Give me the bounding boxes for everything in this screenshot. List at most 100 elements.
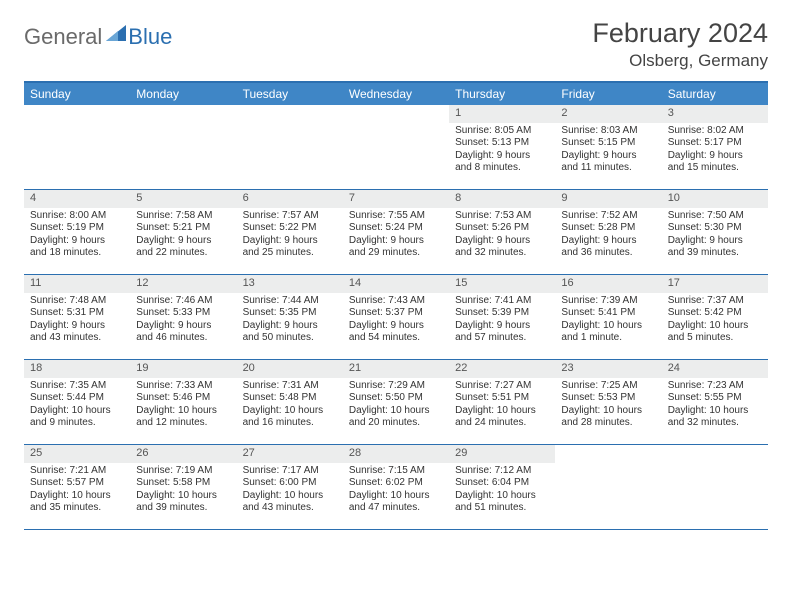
- sunrise-text: Sunrise: 7:37 AM: [668, 295, 762, 308]
- day-cell: 9Sunrise: 7:52 AMSunset: 5:28 PMDaylight…: [555, 190, 661, 274]
- sunset-text: Sunset: 5:37 PM: [349, 307, 443, 320]
- day-number: 27: [237, 445, 343, 463]
- daylight-text: Daylight: 9 hours and 18 minutes.: [30, 235, 124, 260]
- daylight-text: Daylight: 10 hours and 32 minutes.: [668, 405, 762, 430]
- sunset-text: Sunset: 5:33 PM: [136, 307, 230, 320]
- day-content: [662, 449, 768, 455]
- sunrise-text: Sunrise: 7:33 AM: [136, 380, 230, 393]
- daylight-text: Daylight: 10 hours and 16 minutes.: [243, 405, 337, 430]
- sunset-text: Sunset: 5:41 PM: [561, 307, 655, 320]
- sunrise-text: Sunrise: 7:48 AM: [30, 295, 124, 308]
- day-number: 28: [343, 445, 449, 463]
- day-content: Sunrise: 7:41 AMSunset: 5:39 PMDaylight:…: [449, 293, 555, 349]
- sunset-text: Sunset: 5:22 PM: [243, 222, 337, 235]
- daylight-text: Daylight: 9 hours and 25 minutes.: [243, 235, 337, 260]
- day-cell: 11Sunrise: 7:48 AMSunset: 5:31 PMDayligh…: [24, 275, 130, 359]
- day-content: [555, 449, 661, 455]
- day-content: Sunrise: 7:23 AMSunset: 5:55 PMDaylight:…: [662, 378, 768, 434]
- day-number: 4: [24, 190, 130, 208]
- week-row: 1Sunrise: 8:05 AMSunset: 5:13 PMDaylight…: [24, 105, 768, 190]
- sunset-text: Sunset: 5:19 PM: [30, 222, 124, 235]
- day-cell: 8Sunrise: 7:53 AMSunset: 5:26 PMDaylight…: [449, 190, 555, 274]
- sunset-text: Sunset: 5:17 PM: [668, 137, 762, 150]
- day-number: 7: [343, 190, 449, 208]
- day-cell: 27Sunrise: 7:17 AMSunset: 6:00 PMDayligh…: [237, 445, 343, 529]
- daylight-text: Daylight: 10 hours and 12 minutes.: [136, 405, 230, 430]
- daylight-text: Daylight: 9 hours and 15 minutes.: [668, 150, 762, 175]
- daylight-text: Daylight: 10 hours and 1 minute.: [561, 320, 655, 345]
- day-content: Sunrise: 7:48 AMSunset: 5:31 PMDaylight:…: [24, 293, 130, 349]
- daylight-text: Daylight: 9 hours and 43 minutes.: [30, 320, 124, 345]
- day-number: 6: [237, 190, 343, 208]
- sunset-text: Sunset: 5:55 PM: [668, 392, 762, 405]
- day-content: Sunrise: 7:43 AMSunset: 5:37 PMDaylight:…: [343, 293, 449, 349]
- sunrise-text: Sunrise: 7:12 AM: [455, 465, 549, 478]
- day-content: Sunrise: 7:46 AMSunset: 5:33 PMDaylight:…: [130, 293, 236, 349]
- day-content: Sunrise: 7:55 AMSunset: 5:24 PMDaylight:…: [343, 208, 449, 264]
- brand-part2: Blue: [128, 24, 172, 50]
- week-row: 18Sunrise: 7:35 AMSunset: 5:44 PMDayligh…: [24, 360, 768, 445]
- day-number: 24: [662, 360, 768, 378]
- daylight-text: Daylight: 10 hours and 28 minutes.: [561, 405, 655, 430]
- week-row: 4Sunrise: 8:00 AMSunset: 5:19 PMDaylight…: [24, 190, 768, 275]
- sunrise-text: Sunrise: 7:52 AM: [561, 210, 655, 223]
- sunrise-text: Sunrise: 7:57 AM: [243, 210, 337, 223]
- day-content: Sunrise: 7:21 AMSunset: 5:57 PMDaylight:…: [24, 463, 130, 519]
- day-content: Sunrise: 7:39 AMSunset: 5:41 PMDaylight:…: [555, 293, 661, 349]
- sunrise-text: Sunrise: 7:35 AM: [30, 380, 124, 393]
- day-cell: 5Sunrise: 7:58 AMSunset: 5:21 PMDaylight…: [130, 190, 236, 274]
- day-number: 5: [130, 190, 236, 208]
- sunset-text: Sunset: 6:02 PM: [349, 477, 443, 490]
- daylight-text: Daylight: 9 hours and 22 minutes.: [136, 235, 230, 260]
- sunset-text: Sunset: 5:35 PM: [243, 307, 337, 320]
- day-cell: [662, 445, 768, 529]
- sunrise-text: Sunrise: 7:41 AM: [455, 295, 549, 308]
- day-cell: 29Sunrise: 7:12 AMSunset: 6:04 PMDayligh…: [449, 445, 555, 529]
- sunrise-text: Sunrise: 7:44 AM: [243, 295, 337, 308]
- day-content: Sunrise: 7:37 AMSunset: 5:42 PMDaylight:…: [662, 293, 768, 349]
- day-cell: 19Sunrise: 7:33 AMSunset: 5:46 PMDayligh…: [130, 360, 236, 444]
- day-content: Sunrise: 7:25 AMSunset: 5:53 PMDaylight:…: [555, 378, 661, 434]
- day-content: Sunrise: 7:19 AMSunset: 5:58 PMDaylight:…: [130, 463, 236, 519]
- day-cell: 26Sunrise: 7:19 AMSunset: 5:58 PMDayligh…: [130, 445, 236, 529]
- day-content: Sunrise: 7:31 AMSunset: 5:48 PMDaylight:…: [237, 378, 343, 434]
- sunrise-text: Sunrise: 7:23 AM: [668, 380, 762, 393]
- day-content: Sunrise: 7:27 AMSunset: 5:51 PMDaylight:…: [449, 378, 555, 434]
- daylight-text: Daylight: 9 hours and 39 minutes.: [668, 235, 762, 260]
- sunset-text: Sunset: 5:21 PM: [136, 222, 230, 235]
- daylight-text: Daylight: 10 hours and 5 minutes.: [668, 320, 762, 345]
- sunrise-text: Sunrise: 8:02 AM: [668, 125, 762, 138]
- day-number: 17: [662, 275, 768, 293]
- day-cell: [237, 105, 343, 189]
- day-cell: 20Sunrise: 7:31 AMSunset: 5:48 PMDayligh…: [237, 360, 343, 444]
- sunrise-text: Sunrise: 7:55 AM: [349, 210, 443, 223]
- daylight-text: Daylight: 10 hours and 20 minutes.: [349, 405, 443, 430]
- sunset-text: Sunset: 5:51 PM: [455, 392, 549, 405]
- day-cell: [555, 445, 661, 529]
- day-cell: [130, 105, 236, 189]
- day-cell: 3Sunrise: 8:02 AMSunset: 5:17 PMDaylight…: [662, 105, 768, 189]
- day-cell: 15Sunrise: 7:41 AMSunset: 5:39 PMDayligh…: [449, 275, 555, 359]
- sunrise-text: Sunrise: 7:50 AM: [668, 210, 762, 223]
- dow-cell: Monday: [130, 83, 236, 105]
- sunrise-text: Sunrise: 7:29 AM: [349, 380, 443, 393]
- day-content: Sunrise: 7:50 AMSunset: 5:30 PMDaylight:…: [662, 208, 768, 264]
- sunset-text: Sunset: 5:48 PM: [243, 392, 337, 405]
- sunset-text: Sunset: 6:00 PM: [243, 477, 337, 490]
- dow-cell: Tuesday: [237, 83, 343, 105]
- daylight-text: Daylight: 9 hours and 29 minutes.: [349, 235, 443, 260]
- day-number: 22: [449, 360, 555, 378]
- sunrise-text: Sunrise: 7:31 AM: [243, 380, 337, 393]
- day-cell: 7Sunrise: 7:55 AMSunset: 5:24 PMDaylight…: [343, 190, 449, 274]
- daylight-text: Daylight: 10 hours and 35 minutes.: [30, 490, 124, 515]
- week-row: 11Sunrise: 7:48 AMSunset: 5:31 PMDayligh…: [24, 275, 768, 360]
- sunrise-text: Sunrise: 8:05 AM: [455, 125, 549, 138]
- day-number: 9: [555, 190, 661, 208]
- weeks-container: 1Sunrise: 8:05 AMSunset: 5:13 PMDaylight…: [24, 105, 768, 530]
- day-number: 11: [24, 275, 130, 293]
- day-content: Sunrise: 7:53 AMSunset: 5:26 PMDaylight:…: [449, 208, 555, 264]
- day-content: Sunrise: 7:58 AMSunset: 5:21 PMDaylight:…: [130, 208, 236, 264]
- daylight-text: Daylight: 10 hours and 43 minutes.: [243, 490, 337, 515]
- day-cell: 16Sunrise: 7:39 AMSunset: 5:41 PMDayligh…: [555, 275, 661, 359]
- week-row: 25Sunrise: 7:21 AMSunset: 5:57 PMDayligh…: [24, 445, 768, 530]
